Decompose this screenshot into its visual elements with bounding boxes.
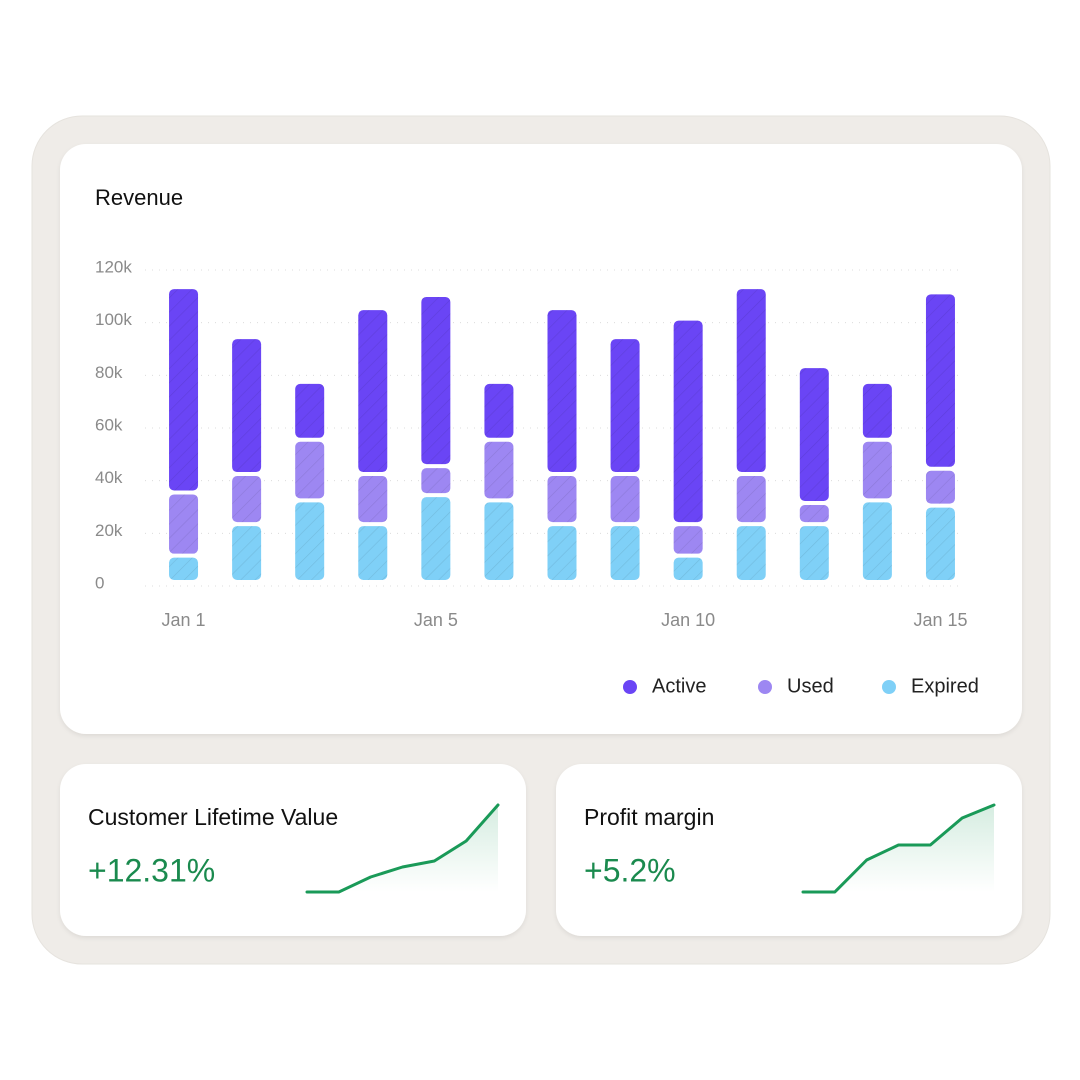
x-tick-label: Jan 5 xyxy=(414,610,458,630)
hatch xyxy=(169,494,199,554)
hatch xyxy=(547,310,577,473)
card-title: Profit margin xyxy=(584,804,714,830)
clv-card xyxy=(60,764,526,936)
y-tick-label: 80k xyxy=(95,363,123,382)
sparkline xyxy=(305,803,500,894)
hatch xyxy=(484,383,514,438)
y-tick-label: 40k xyxy=(95,468,123,487)
chart-title: Revenue xyxy=(95,185,183,210)
hatch xyxy=(484,502,514,580)
y-tick-label: 100k xyxy=(95,310,132,329)
y-tick-label: 0 xyxy=(95,573,104,592)
hatch xyxy=(736,476,766,523)
hatch xyxy=(547,526,577,580)
hatch xyxy=(799,526,829,580)
hatch xyxy=(169,557,199,580)
legend-label: Used xyxy=(787,675,834,697)
hatch xyxy=(610,339,640,473)
card-title: Customer Lifetime Value xyxy=(88,804,338,830)
legend-dot xyxy=(623,680,637,694)
hatch xyxy=(925,294,955,467)
y-tick-label: 120k xyxy=(95,257,132,276)
legend-dot xyxy=(758,680,772,694)
hatch xyxy=(295,383,325,438)
x-tick-label: Jan 15 xyxy=(913,610,967,630)
hatch xyxy=(295,441,325,499)
card-value: +12.31% xyxy=(88,852,215,888)
hatch xyxy=(232,339,262,473)
hatch xyxy=(358,310,388,473)
hatch xyxy=(862,383,892,438)
x-tick-label: Jan 10 xyxy=(661,610,715,630)
hatch xyxy=(673,526,703,554)
sparkline-area xyxy=(307,805,498,892)
hatch xyxy=(421,296,451,465)
hatch xyxy=(862,441,892,499)
hatch xyxy=(169,289,199,491)
sparkline xyxy=(801,803,996,894)
legend-label: Active xyxy=(652,675,706,697)
y-tick-label: 20k xyxy=(95,521,123,540)
hatch xyxy=(358,526,388,580)
hatch xyxy=(232,526,262,580)
hatch xyxy=(799,505,829,523)
hatch xyxy=(610,526,640,580)
hatch xyxy=(421,497,451,580)
hatch xyxy=(421,468,451,494)
hatch xyxy=(736,526,766,580)
margin-card xyxy=(556,764,1022,936)
hatch xyxy=(232,476,262,523)
legend-label: Expired xyxy=(911,675,979,697)
hatch xyxy=(610,476,640,523)
sparkline-area xyxy=(803,805,994,892)
hatch xyxy=(799,368,829,501)
hatch xyxy=(736,289,766,473)
hatch xyxy=(547,476,577,523)
hatch xyxy=(295,502,325,580)
y-tick-label: 60k xyxy=(95,415,123,434)
hatch xyxy=(484,441,514,499)
legend-dot xyxy=(882,680,896,694)
card-value: +5.2% xyxy=(584,852,676,888)
hatch xyxy=(925,470,955,504)
hatch xyxy=(673,557,703,580)
hatch xyxy=(862,502,892,580)
x-tick-label: Jan 1 xyxy=(162,610,206,630)
hatch xyxy=(925,507,955,580)
revenue-card xyxy=(60,144,1022,734)
hatch xyxy=(358,476,388,523)
hatch xyxy=(673,320,703,523)
